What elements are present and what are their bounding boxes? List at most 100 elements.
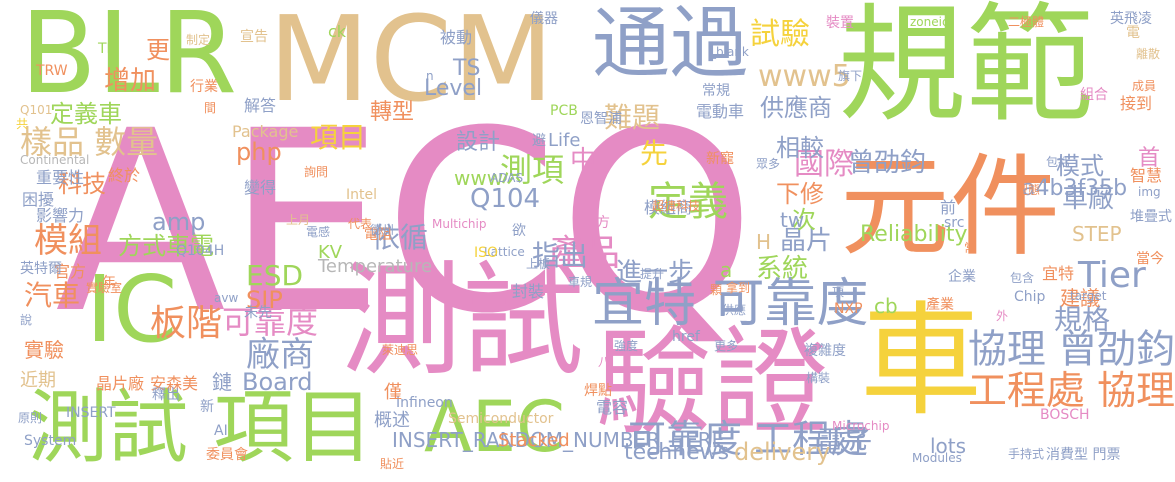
cloud-word: www [454, 166, 504, 190]
cloud-word: 安森美 [150, 374, 199, 393]
cloud-word: 供應商 [760, 94, 832, 122]
cloud-word: 實驗室 [86, 281, 123, 295]
cloud-word: Q104 [470, 184, 541, 214]
cloud-word: Q104H [176, 243, 225, 259]
cloud-word: 被動 [440, 28, 473, 47]
cloud-word: Chip [1014, 289, 1046, 305]
cloud-word: 上板 [526, 257, 551, 271]
cloud-word: 重要性 [36, 168, 85, 187]
cloud-word: cb [874, 294, 898, 318]
cloud-word: 影響力 [36, 206, 85, 225]
cloud-word: 未先 [244, 305, 272, 321]
cloud-word: 可靠度 [222, 303, 319, 341]
cloud-word: AI [214, 423, 228, 439]
cloud-word: target [1070, 289, 1107, 303]
cloud-word: BOSCH [1040, 407, 1090, 423]
cloud-word: 恩智浦 [580, 111, 622, 127]
cloud-word: Stacked [498, 430, 570, 451]
cloud-word: 詢問 [304, 165, 329, 179]
cloud-word: www5 [758, 59, 851, 94]
cloud-word: 儀器 [530, 11, 558, 27]
cloud-word: Temperature [318, 256, 433, 277]
cloud-word: 消費型 門票 [1046, 447, 1121, 463]
cloud-word: 系統 [756, 254, 809, 284]
cloud-word: 構裝 [806, 371, 831, 385]
cloud-word: 定義 [648, 179, 728, 225]
cloud-word: 企業 [948, 269, 976, 285]
cloud-word: 電容 [596, 398, 629, 417]
cloud-word: 困擾 [22, 190, 55, 209]
cloud-word: 手持式 [1008, 447, 1045, 461]
cloud-word: 智慧 [1130, 166, 1163, 185]
cloud-word: a4b3f35b [1022, 176, 1128, 201]
cloud-word: tw [780, 208, 805, 232]
cloud-word: 更多 [714, 339, 739, 353]
cloud-word: 二極體 [1008, 15, 1045, 29]
cloud-word: 模組 [34, 221, 102, 261]
cloud-word: Microchip [832, 419, 890, 433]
cloud-word: Semiconductor [448, 411, 554, 427]
cloud-word: 項 [832, 285, 845, 299]
cloud-word: ESD [246, 259, 304, 292]
cloud-word: 轉型 [370, 100, 415, 125]
cloud-word: 建議 [1060, 286, 1100, 310]
cloud-word: 供應 [722, 303, 747, 317]
cloud-word: 近期 [20, 370, 56, 391]
cloud-word: Infineon [396, 395, 453, 411]
cloud-word: 原則 [18, 411, 43, 425]
cloud-word: 強度 [614, 339, 639, 353]
cloud-word: 制定 [186, 33, 211, 47]
cloud-word: 汽車 [24, 279, 81, 312]
cloud-word: 廠商 [246, 335, 314, 375]
cloud-word: 國際 [794, 147, 854, 182]
cloud-word: 首 [1138, 146, 1161, 171]
cloud-word: 先 [640, 137, 669, 170]
cloud-word: 測項 [500, 151, 565, 189]
cloud-word: 宜特 [1042, 264, 1075, 283]
cloud-word: 終於 [108, 166, 141, 185]
cloud-word: BLR [20, 0, 238, 119]
cloud-word: 更 [146, 36, 170, 64]
cloud-word: Intel [346, 187, 377, 203]
cloud-word: TRW [36, 63, 68, 79]
cloud-word: Continental [20, 153, 90, 167]
cloud-word: ADAS [490, 171, 524, 185]
cloud-word: 產業 [926, 297, 954, 313]
cloud-word: 可靠度 工程處 [628, 417, 869, 461]
cloud-word: 接到 [1120, 94, 1153, 113]
cloud-word: 行業 [190, 79, 218, 95]
cloud-word: 車廠 [1062, 184, 1115, 214]
cloud-word: 說 [20, 313, 33, 327]
cloud-word: 包含 [1010, 271, 1035, 285]
cloud-word: 依循 [372, 221, 429, 254]
cloud-word: 德州 [370, 223, 395, 237]
cloud-word: 樣品 數量 [20, 123, 159, 161]
cloud-word: 方式車電 [118, 232, 214, 260]
cloud-word: 方 [596, 215, 610, 231]
cloud-word: 提升 [640, 267, 665, 281]
cloud-word: 設計 [456, 130, 501, 155]
cloud-word: 封裝 [512, 282, 545, 301]
cloud-word: php [236, 138, 282, 166]
cloud-word: 電子 [816, 425, 873, 458]
cloud-word: 當今 [1136, 251, 1164, 267]
cloud-word: Board [242, 368, 313, 396]
cloud-word: 型態 [1016, 183, 1041, 197]
cloud-word: img [1138, 185, 1161, 199]
cloud-word: n [426, 69, 434, 83]
cloud-word: Multichip [432, 217, 487, 231]
cloud-word: 模組商 [644, 198, 693, 217]
cloud-word: 變得 [244, 178, 277, 197]
cloud-word: 電 [1126, 25, 1140, 41]
cloud-word: 旗下 [838, 69, 863, 83]
cloud-word: href [672, 329, 700, 345]
cloud-word: 電動車 [696, 102, 745, 121]
cloud-word: 概述 [374, 410, 410, 431]
cloud-word: Package [232, 122, 299, 141]
cloud-word: 成員 [1132, 79, 1157, 93]
cloud-word: 委員會 [206, 447, 248, 463]
cloud-word: 進一步 [616, 258, 695, 288]
cloud-word: 晶片 [780, 226, 833, 256]
cloud-word: src [944, 215, 965, 231]
